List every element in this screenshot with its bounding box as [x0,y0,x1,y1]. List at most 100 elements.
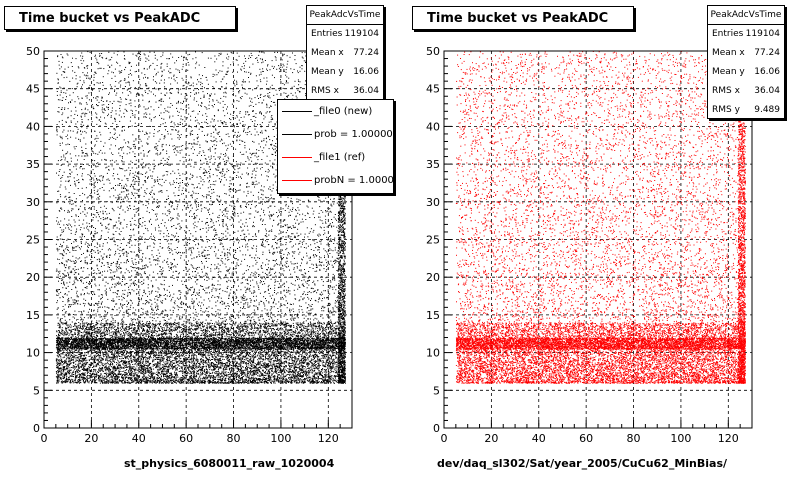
scatter-point [271,215,273,216]
scatter-point [233,205,235,207]
scatter-point [193,241,195,242]
scatter-point [323,234,325,236]
scatter-point [119,213,121,215]
scatter-point [76,279,78,281]
scatter-point [245,222,247,224]
scatter-point [223,330,225,332]
scatter-point [132,53,134,55]
scatter-point [149,65,151,67]
scatter-point [201,268,203,270]
scatter-point [272,253,274,255]
scatter-point [314,283,316,285]
scatter-point [112,373,113,374]
scatter-point [95,166,97,168]
scatter-point [198,292,200,294]
scatter-point [67,130,69,132]
scatter-point [175,360,177,362]
scatter-point [59,235,61,237]
scatter-point [306,252,308,254]
scatter-point [294,55,296,56]
scatter-point [73,247,75,249]
scatter-point [58,259,60,260]
scatter-point [151,309,153,311]
scatter-point [197,371,198,372]
scatter-point [269,92,271,93]
scatter-point [290,200,292,202]
scatter-point [141,328,143,329]
scatter-point [71,271,73,273]
scatter-point [125,311,127,313]
scatter-point [285,82,287,84]
scatter-point [326,382,328,384]
scatter-point [226,280,228,282]
scatter-point [167,314,169,316]
scatter-point [338,287,340,289]
scatter-point [86,286,88,287]
scatter-point [78,330,80,332]
scatter-point [308,279,310,281]
scatter-point [231,166,233,168]
scatter-point [216,378,218,380]
scatter-point [271,65,273,67]
scatter-point [174,187,176,188]
scatter-point [199,363,201,365]
scatter-point [56,72,58,74]
scatter-point [93,189,95,191]
scatter-point [117,100,119,102]
scatter-point [227,256,229,258]
scatter-point [66,245,68,247]
scatter-point [283,375,285,377]
scatter-point [174,172,176,174]
scatter-point [228,194,230,196]
scatter-point [154,147,156,149]
scatter-point [147,295,148,297]
scatter-point [171,226,172,228]
scatter-point [304,358,306,360]
scatter-point [183,57,185,59]
scatter-point [327,207,329,209]
scatter-point [286,266,288,268]
scatter-point [82,282,84,284]
scatter-point [63,171,65,173]
scatter-point [217,101,219,103]
scatter-point [252,225,254,226]
scatter-point [132,368,134,369]
scatter-point [153,166,155,167]
scatter-point [237,215,239,217]
scatter-point [90,376,92,378]
scatter-point [134,106,136,108]
scatter-point [141,158,143,160]
scatter-point [83,168,85,170]
scatter-point [249,217,251,219]
scatter-point [115,284,117,286]
scatter-point [230,276,232,278]
scatter-point [96,61,98,63]
scatter-point [123,252,125,254]
scatter-point [286,291,288,293]
scatter-point [98,301,100,302]
scatter-point [314,360,316,362]
scatter-point [89,77,91,79]
scatter-point [343,210,345,212]
scatter-point [123,51,125,53]
scatter-point [148,364,150,366]
scatter-point [104,158,106,160]
scatter-point [226,171,228,173]
scatter-point [131,191,133,193]
scatter-point [247,359,249,361]
scatter-point [332,353,334,355]
scatter-point [192,152,194,154]
scatter-point [292,356,293,358]
scatter-point [249,290,251,292]
scatter-point [248,306,250,308]
scatter-point [130,147,132,149]
scatter-point [207,254,209,256]
scatter-point [201,52,203,54]
scatter-point [239,184,241,186]
scatter-point [75,363,77,365]
scatter-point [320,257,322,259]
scatter-point [341,199,343,201]
scatter-point [76,132,78,134]
scatter-point [185,375,187,377]
scatter-point [126,200,128,202]
